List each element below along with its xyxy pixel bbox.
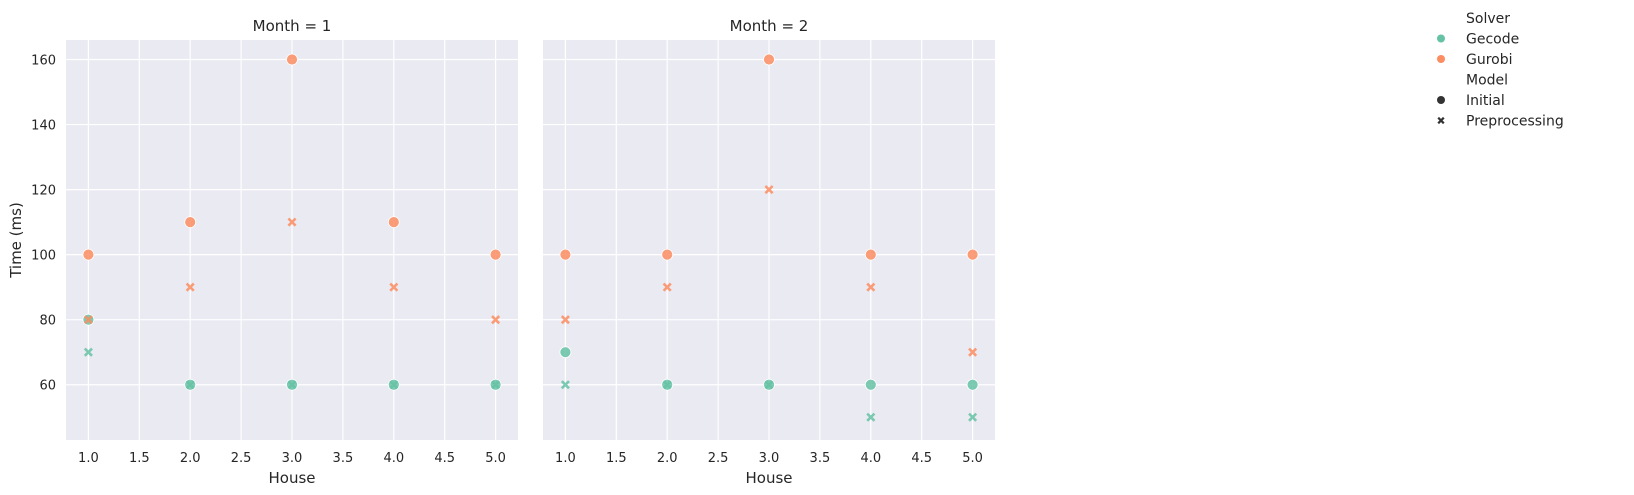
- legend-marker-initial: [1437, 96, 1445, 104]
- data-point-gecode-initial: [966, 378, 979, 391]
- legend-label: Preprocessing: [1466, 114, 1564, 130]
- x-tick-label: 5.0: [485, 451, 506, 466]
- data-point-gurobi-initial: [184, 216, 197, 229]
- x-tick-label: 3.0: [282, 451, 303, 466]
- data-point-gecode-preprocessing: [866, 412, 876, 422]
- legend-marker-preprocessing: [1437, 116, 1445, 125]
- y-tick-label: 160: [31, 54, 56, 69]
- x-tick-label: 5.0: [962, 451, 983, 466]
- legend: Solver Gecode Gurobi Model Initial Preprocess…: [1437, 11, 1564, 130]
- data-point-gecode-preprocessing: [968, 412, 978, 422]
- legend-marker-gurobi: [1437, 55, 1445, 63]
- data-point-gurobi-preprocessing: [287, 217, 297, 227]
- x-tick-label: 3.5: [333, 451, 354, 466]
- legend-label: Gecode: [1466, 32, 1519, 48]
- x-tick-label: 1.5: [606, 451, 627, 466]
- data-point-gurobi-preprocessing: [491, 315, 501, 325]
- legend-marker-gecode: [1437, 34, 1445, 43]
- data-point-gurobi-initial: [864, 248, 877, 261]
- data-point-gecode-preprocessing: [662, 380, 672, 390]
- data-point-gurobi-initial: [387, 216, 400, 229]
- x-tick-label: 3.5: [810, 451, 831, 466]
- data-point-gurobi-initial: [559, 248, 572, 261]
- x-tick-label: 4.5: [911, 451, 932, 466]
- data-point-gurobi-preprocessing: [185, 282, 195, 292]
- x-tick-label: 1.0: [555, 451, 576, 466]
- y-tick-label: 60: [39, 379, 56, 394]
- x-tick-label: 2.0: [657, 451, 678, 466]
- data-point-gurobi-initial: [286, 53, 298, 66]
- legend-label: Initial: [1466, 93, 1505, 109]
- data-point-gurobi-preprocessing: [662, 282, 672, 292]
- x-tick-label: 4.5: [434, 451, 455, 466]
- data-point-gecode-preprocessing: [389, 380, 399, 390]
- data-point-gecode-preprocessing: [560, 380, 570, 390]
- facet-panel-1: [66, 40, 518, 440]
- data-point-gecode-preprocessing: [287, 380, 297, 390]
- x-tick-label: 3.0: [759, 451, 780, 466]
- data-point-gurobi-initial: [966, 248, 979, 261]
- legend-label: Gurobi: [1466, 52, 1513, 68]
- x-axis-label: House: [745, 469, 792, 487]
- y-tick-label: 120: [31, 184, 56, 199]
- x-tick-label: 2.5: [231, 451, 252, 466]
- data-point-gurobi-preprocessing: [764, 185, 774, 195]
- data-point-gurobi-preprocessing: [866, 282, 876, 292]
- x-tick-label: 4.0: [383, 451, 404, 466]
- data-point-gurobi-preprocessing: [389, 282, 399, 292]
- x-tick-label: 4.0: [860, 451, 881, 466]
- data-point-gecode-preprocessing: [185, 380, 195, 390]
- y-tick-label: 140: [31, 119, 56, 134]
- data-point-gecode-initial: [864, 378, 877, 391]
- data-point-gurobi-preprocessing: [968, 347, 978, 357]
- legend-title: Model: [1466, 73, 1508, 89]
- facet-panel-2: [543, 40, 995, 440]
- x-tick-label: 1.5: [129, 451, 150, 466]
- y-tick-label: 100: [31, 249, 56, 264]
- x-axis-label: House: [268, 469, 315, 487]
- x-tick-label: 1.0: [78, 451, 99, 466]
- data-point-gurobi-initial: [763, 53, 775, 66]
- x-tick-label: 2.0: [180, 451, 201, 466]
- data-point-gurobi-preprocessing: [560, 315, 570, 325]
- legend-title: Solver: [1466, 11, 1510, 27]
- data-point-gurobi-preprocessing: [83, 315, 93, 325]
- y-axis-label: Time (ms): [7, 202, 25, 279]
- data-point-gecode-preprocessing: [491, 380, 501, 390]
- data-point-gurobi-initial: [82, 248, 95, 261]
- y-tick-label: 80: [39, 314, 56, 329]
- data-point-gecode-initial: [559, 346, 572, 359]
- data-point-gurobi-initial: [489, 248, 502, 261]
- facet-title: Month = 1: [253, 17, 332, 35]
- data-point-gecode-preprocessing: [764, 380, 774, 390]
- data-point-gurobi-initial: [661, 248, 674, 261]
- data-point-gecode-preprocessing: [83, 347, 93, 357]
- x-tick-label: 2.5: [708, 451, 729, 466]
- facet-title: Month = 2: [730, 17, 809, 35]
